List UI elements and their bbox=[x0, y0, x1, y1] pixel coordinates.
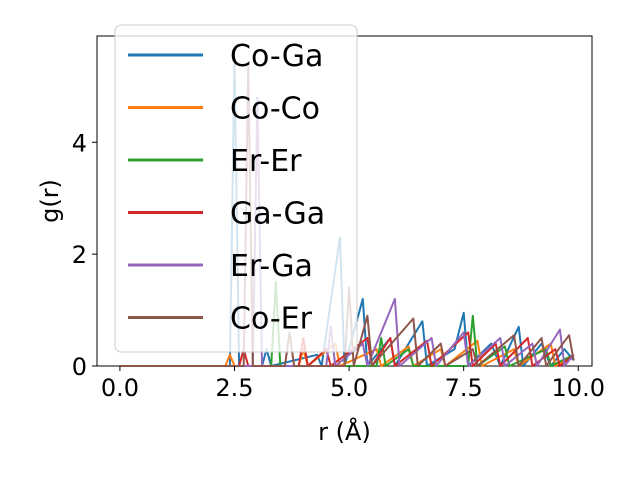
y-tick-label: 2 bbox=[72, 241, 87, 269]
legend: Co-Ga Co-Co Er-Er Ga-Ga Er-Ga Co-Er bbox=[114, 24, 358, 353]
y-tick-label: 4 bbox=[72, 129, 87, 157]
legend-label-er-ga: Er-Ga bbox=[230, 249, 313, 284]
y-axis-label: g(r) bbox=[36, 179, 64, 223]
x-tick-label: 0.0 bbox=[101, 374, 139, 402]
legend-label-co-er: Co-Er bbox=[230, 302, 313, 337]
series-lines bbox=[119, 57, 575, 367]
x-axis-label: r (Å) bbox=[318, 417, 371, 446]
x-tick-label: 7.5 bbox=[445, 374, 483, 402]
x-tick-label: 5.0 bbox=[330, 374, 368, 402]
legend-label-er-er: Er-Er bbox=[230, 144, 302, 179]
x-tick-label: 2.5 bbox=[215, 374, 253, 402]
y-tick-label: 0 bbox=[72, 353, 87, 381]
y-axis: 0 2 4 bbox=[72, 129, 97, 381]
series-line-co-er bbox=[119, 63, 575, 367]
legend-label-co-ga: Co-Ga bbox=[230, 39, 323, 74]
x-axis: 0.0 2.5 5.0 7.5 10.0 bbox=[101, 366, 605, 402]
legend-label-co-co: Co-Co bbox=[230, 92, 320, 127]
x-tick-label: 10.0 bbox=[552, 374, 605, 402]
legend-label-ga-ga: Ga-Ga bbox=[230, 197, 325, 232]
